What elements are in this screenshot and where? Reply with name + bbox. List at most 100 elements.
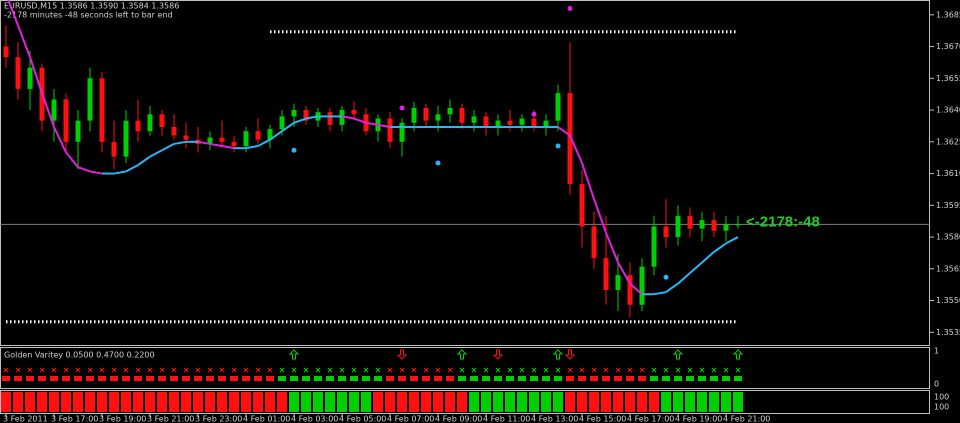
ma-segment	[365, 121, 379, 126]
candle-body	[687, 215, 693, 229]
signal-bar	[13, 392, 23, 412]
signal-x	[663, 367, 669, 373]
up-arrow	[672, 349, 684, 360]
candle-body	[543, 120, 549, 127]
candle-body	[447, 107, 453, 115]
candle-body	[219, 137, 225, 142]
x-tick-label: 3 Feb 17:00	[51, 415, 98, 423]
signal-bar	[169, 392, 179, 412]
signal-bar	[277, 392, 287, 412]
signal-x	[135, 367, 141, 373]
bar-panel-label: 100	[934, 403, 949, 412]
signal-square	[698, 376, 706, 381]
candle-body	[171, 126, 177, 136]
signal-bar	[121, 392, 131, 412]
signal-x	[675, 367, 681, 373]
candle-body	[99, 78, 105, 142]
indicator-title: Golden Varitey 0.0500 0.4700 0.2200	[4, 351, 155, 360]
signal-square	[554, 376, 562, 381]
candle-body	[339, 110, 345, 125]
signal-bar	[493, 392, 503, 412]
signal-square	[518, 376, 526, 381]
candle-body	[75, 120, 81, 142]
candle-body	[303, 110, 309, 121]
signal-bar	[673, 392, 683, 412]
signal-bar	[229, 392, 239, 412]
signal-bar	[517, 392, 527, 412]
signal-x	[447, 367, 453, 373]
signal-bar	[205, 392, 215, 412]
signal-x	[387, 367, 393, 373]
signal-square	[722, 376, 730, 381]
ma-segment	[149, 149, 163, 158]
ma-segment	[341, 115, 355, 120]
ma-segment	[713, 242, 727, 253]
ma-segment	[17, 25, 31, 58]
signal-square	[170, 376, 178, 381]
signal-square	[338, 376, 346, 381]
candle-body	[147, 114, 153, 132]
candle-body	[27, 67, 33, 89]
signal-x	[207, 367, 213, 373]
signal-square	[98, 376, 106, 381]
up-arrow	[552, 349, 564, 360]
signal-dot	[567, 5, 573, 11]
ma-segment	[245, 145, 259, 150]
signal-x	[483, 367, 489, 373]
signal-square	[614, 376, 622, 381]
signal-square	[662, 376, 670, 381]
indicator-frame	[0, 347, 930, 389]
signal-bar	[181, 392, 191, 412]
chart-subtitle: -2178 minutes -48 seconds left to bar en…	[4, 11, 173, 20]
candle-body	[51, 99, 57, 121]
candle-body	[591, 226, 597, 259]
signal-x	[123, 367, 129, 373]
signal-dot	[291, 147, 297, 153]
signal-bar	[469, 392, 479, 412]
signal-bar	[25, 392, 35, 412]
signal-square	[14, 376, 22, 381]
signal-square	[398, 376, 406, 381]
signal-bar	[61, 392, 71, 412]
ma-segment	[665, 282, 679, 293]
signal-square	[422, 376, 430, 381]
signal-bar	[193, 392, 203, 412]
signal-x	[399, 367, 405, 373]
signal-bar	[241, 392, 251, 412]
signal-bar	[133, 392, 143, 412]
signal-x	[687, 367, 693, 373]
candle-body	[531, 118, 537, 127]
x-tick-label: 3 Feb 2011	[3, 415, 48, 423]
candle-body	[495, 120, 501, 127]
candle-body	[699, 220, 705, 229]
ma-segment	[581, 162, 595, 200]
candle-body	[735, 224, 741, 226]
signal-x	[603, 367, 609, 373]
signal-x	[291, 367, 297, 373]
candle-body	[615, 275, 621, 290]
signal-square	[350, 376, 358, 381]
signal-bar	[457, 392, 467, 412]
signal-bar	[73, 392, 83, 412]
ma-segment	[281, 121, 295, 133]
signal-x	[195, 367, 201, 373]
signal-square	[590, 376, 598, 381]
ma-segment	[137, 155, 151, 166]
signal-x	[579, 367, 585, 373]
signal-square	[434, 376, 442, 381]
signal-square	[494, 376, 502, 381]
ma-segment	[725, 236, 739, 245]
signal-bar	[709, 392, 719, 412]
y-tick-label: 1.3655	[936, 74, 960, 83]
signal-x	[39, 367, 45, 373]
down-arrow	[492, 349, 504, 360]
signal-square	[506, 376, 514, 381]
candle-body	[603, 258, 609, 290]
signal-x	[159, 367, 165, 373]
signal-x	[339, 367, 345, 373]
candle-body	[351, 110, 357, 115]
signal-bar	[1, 392, 11, 412]
signal-square	[254, 376, 262, 381]
signal-bar	[265, 392, 275, 412]
